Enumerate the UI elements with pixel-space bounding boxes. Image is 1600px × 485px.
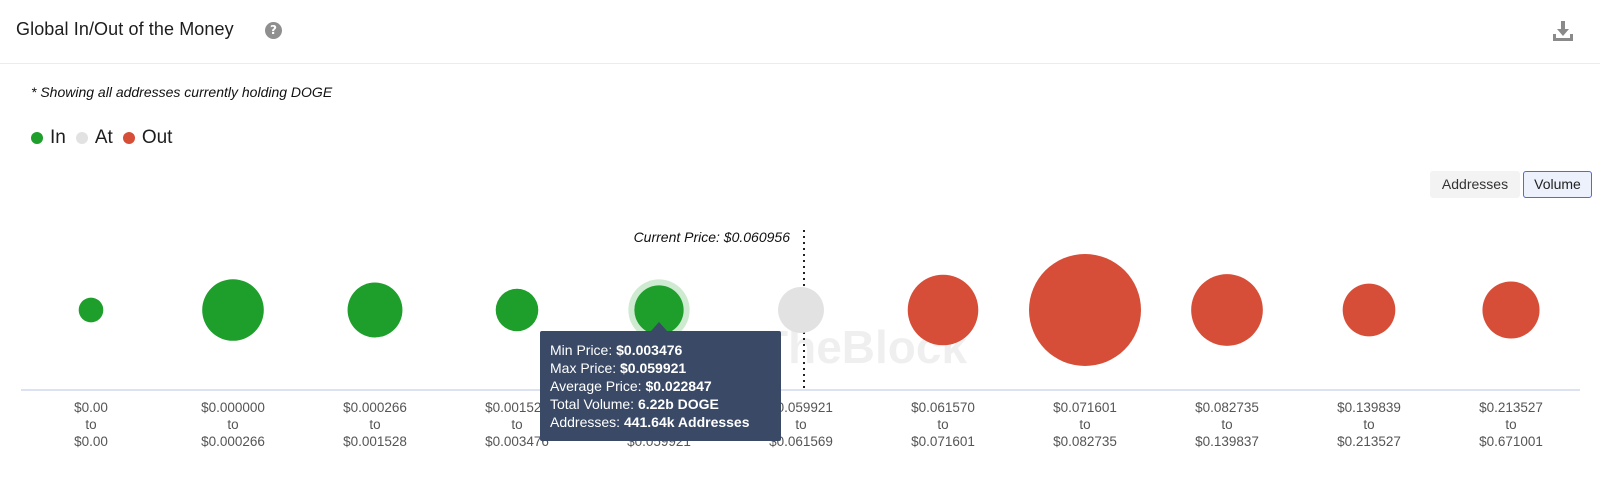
tick-label-to-value: $0.071601 [911,434,975,449]
tooltip-average-price: Average Price: $0.022847 [550,377,781,395]
tick-label-from: $0.000266 [343,400,407,415]
tooltip-min-value: $0.003476 [616,342,683,358]
bubble-out[interactable] [1029,254,1141,366]
legend-label-in: In [50,127,66,148]
tick-label-to: to [369,417,380,432]
legend-dot-at [75,132,88,144]
tick-label-from: $0.059921 [769,400,833,415]
legend-dot-in [31,132,43,144]
tick-label-to: to [1079,417,1090,432]
chart-header: Global In/Out of the Money ? [0,0,1600,64]
tick-label-to: to [85,417,96,432]
tick-label-to-value: $0.082735 [1053,434,1117,449]
legend-dot-out [122,132,135,144]
tick-label-to-value: $0.000266 [201,434,265,449]
legend-label-at: At [94,127,113,148]
legend-label-out: Out [141,127,173,148]
tick-label-from: $0.061570 [911,400,975,415]
bubble-in[interactable] [495,288,539,332]
bubble-out[interactable] [1191,274,1263,346]
tick-label-from: $0.000000 [201,400,265,415]
bubble-in[interactable] [347,282,403,338]
bubble-in[interactable] [78,297,104,323]
current-price-label: Current Price: $0.060956 [634,229,791,245]
tick-label-from: $0.071601 [1053,400,1117,415]
tooltip-min-price: Min Price: $0.003476 [550,341,781,359]
bubble-in[interactable] [634,285,684,335]
bubble-in[interactable] [202,279,264,341]
tooltip-addresses: Addresses: 441.64k Addresses [550,413,781,431]
tick-label-to-value: $0.671001 [1479,434,1543,449]
tooltip-total-volume: Total Volume: 6.22b DOGE [550,395,781,413]
tooltip-avg-value: $0.022847 [645,378,712,394]
tooltip-min-label: Min Price: [550,342,613,358]
holdings-note: * Showing all addresses currently holdin… [31,84,333,100]
tick-label-to-value: $0.061569 [769,434,833,449]
legend-item-at[interactable]: At [75,127,113,149]
tooltip-vol-label: Total Volume: [550,396,635,412]
tick-label-to: to [1505,417,1516,432]
bubble-at[interactable] [778,287,824,333]
bubble-chart: Current Price: $0.060956 $0.00 to $0.00 $0.0… [21,229,1580,449]
tooltip-addr-value: 441.64k Addresses [623,414,750,430]
legend-item-out[interactable]: Out [122,127,173,149]
tick-label-to-value: $0.001528 [343,434,407,449]
tick-label-to: to [795,417,806,432]
bubble-out[interactable] [1482,281,1540,339]
tick-label-to: to [511,417,522,432]
legend: In At Out [31,127,182,149]
question-circle-icon[interactable]: ? [265,22,282,39]
tooltip-avg-label: Average Price: [550,378,642,394]
bubble-out[interactable] [907,274,979,346]
tick-label-from: $0.082735 [1195,400,1259,415]
tooltip-max-value: $0.059921 [620,360,687,376]
tick-label-from: $0.001528 [485,400,549,415]
bubble-out[interactable] [1342,283,1396,337]
download-icon[interactable] [1551,19,1575,43]
tick-label-to-value: $0.139837 [1195,434,1259,449]
tick-label-to: to [1221,417,1232,432]
tooltip-addr-label: Addresses: [550,414,621,430]
bubble-tooltip: Min Price: $0.003476 Max Price: $0.05992… [540,322,781,441]
tick-label-from: $0.00 [74,400,108,415]
tick-label-from: $0.213527 [1479,400,1543,415]
tooltip-max-label: Max Price: [550,360,617,376]
tick-label-to-value: $0.00 [74,434,108,449]
tick-label-to: to [227,417,238,432]
tick-label-to-value: $0.213527 [1337,434,1401,449]
tooltip-vol-value: 6.22b DOGE [637,396,719,412]
addresses-toggle-button[interactable]: Addresses [1430,171,1520,198]
volume-toggle-button[interactable]: Volume [1523,171,1592,198]
legend-item-in[interactable]: In [31,127,66,149]
tooltip-max-price: Max Price: $0.059921 [550,359,781,377]
tick-label-to: to [937,417,948,432]
chart-title: Global In/Out of the Money [16,19,234,39]
tick-label-to: to [1363,417,1374,432]
tick-label-from: $0.139839 [1337,400,1401,415]
tick-label-to-value: $0.003476 [485,434,549,449]
